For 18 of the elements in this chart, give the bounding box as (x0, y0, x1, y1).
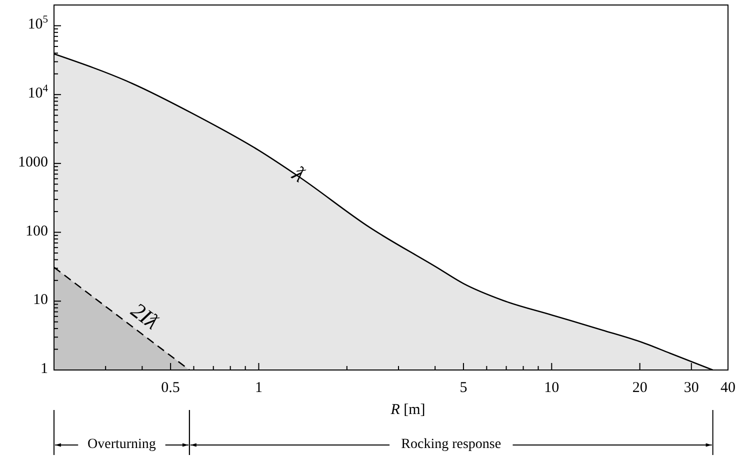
text: Rocking response (401, 437, 502, 452)
x-tick-label: 0.5 (161, 380, 180, 396)
x-tick-label: 1 (254, 380, 262, 396)
x-tick-label: 40 (720, 380, 736, 396)
y-tick-label: 10 (33, 292, 48, 309)
text: Overturning (88, 437, 156, 452)
x-tick-label: 10 (544, 380, 560, 396)
x-tick-label: 20 (632, 380, 648, 396)
x-tick-label: 30 (684, 380, 699, 396)
y-tick-label: 1 (40, 361, 48, 378)
y-tick-label: 1000 (18, 154, 48, 171)
y-tick-label: 10$^{5}$ (28, 14, 48, 34)
x-tick-label: 5 (460, 380, 468, 396)
y-tick-label: 10$^{4}$ (28, 83, 49, 102)
x-axis-title: R [m] (390, 402, 426, 418)
text: ƛ (287, 160, 310, 187)
text: 2Iƛ (126, 297, 164, 334)
y-tick-label: 100 (26, 224, 48, 240)
